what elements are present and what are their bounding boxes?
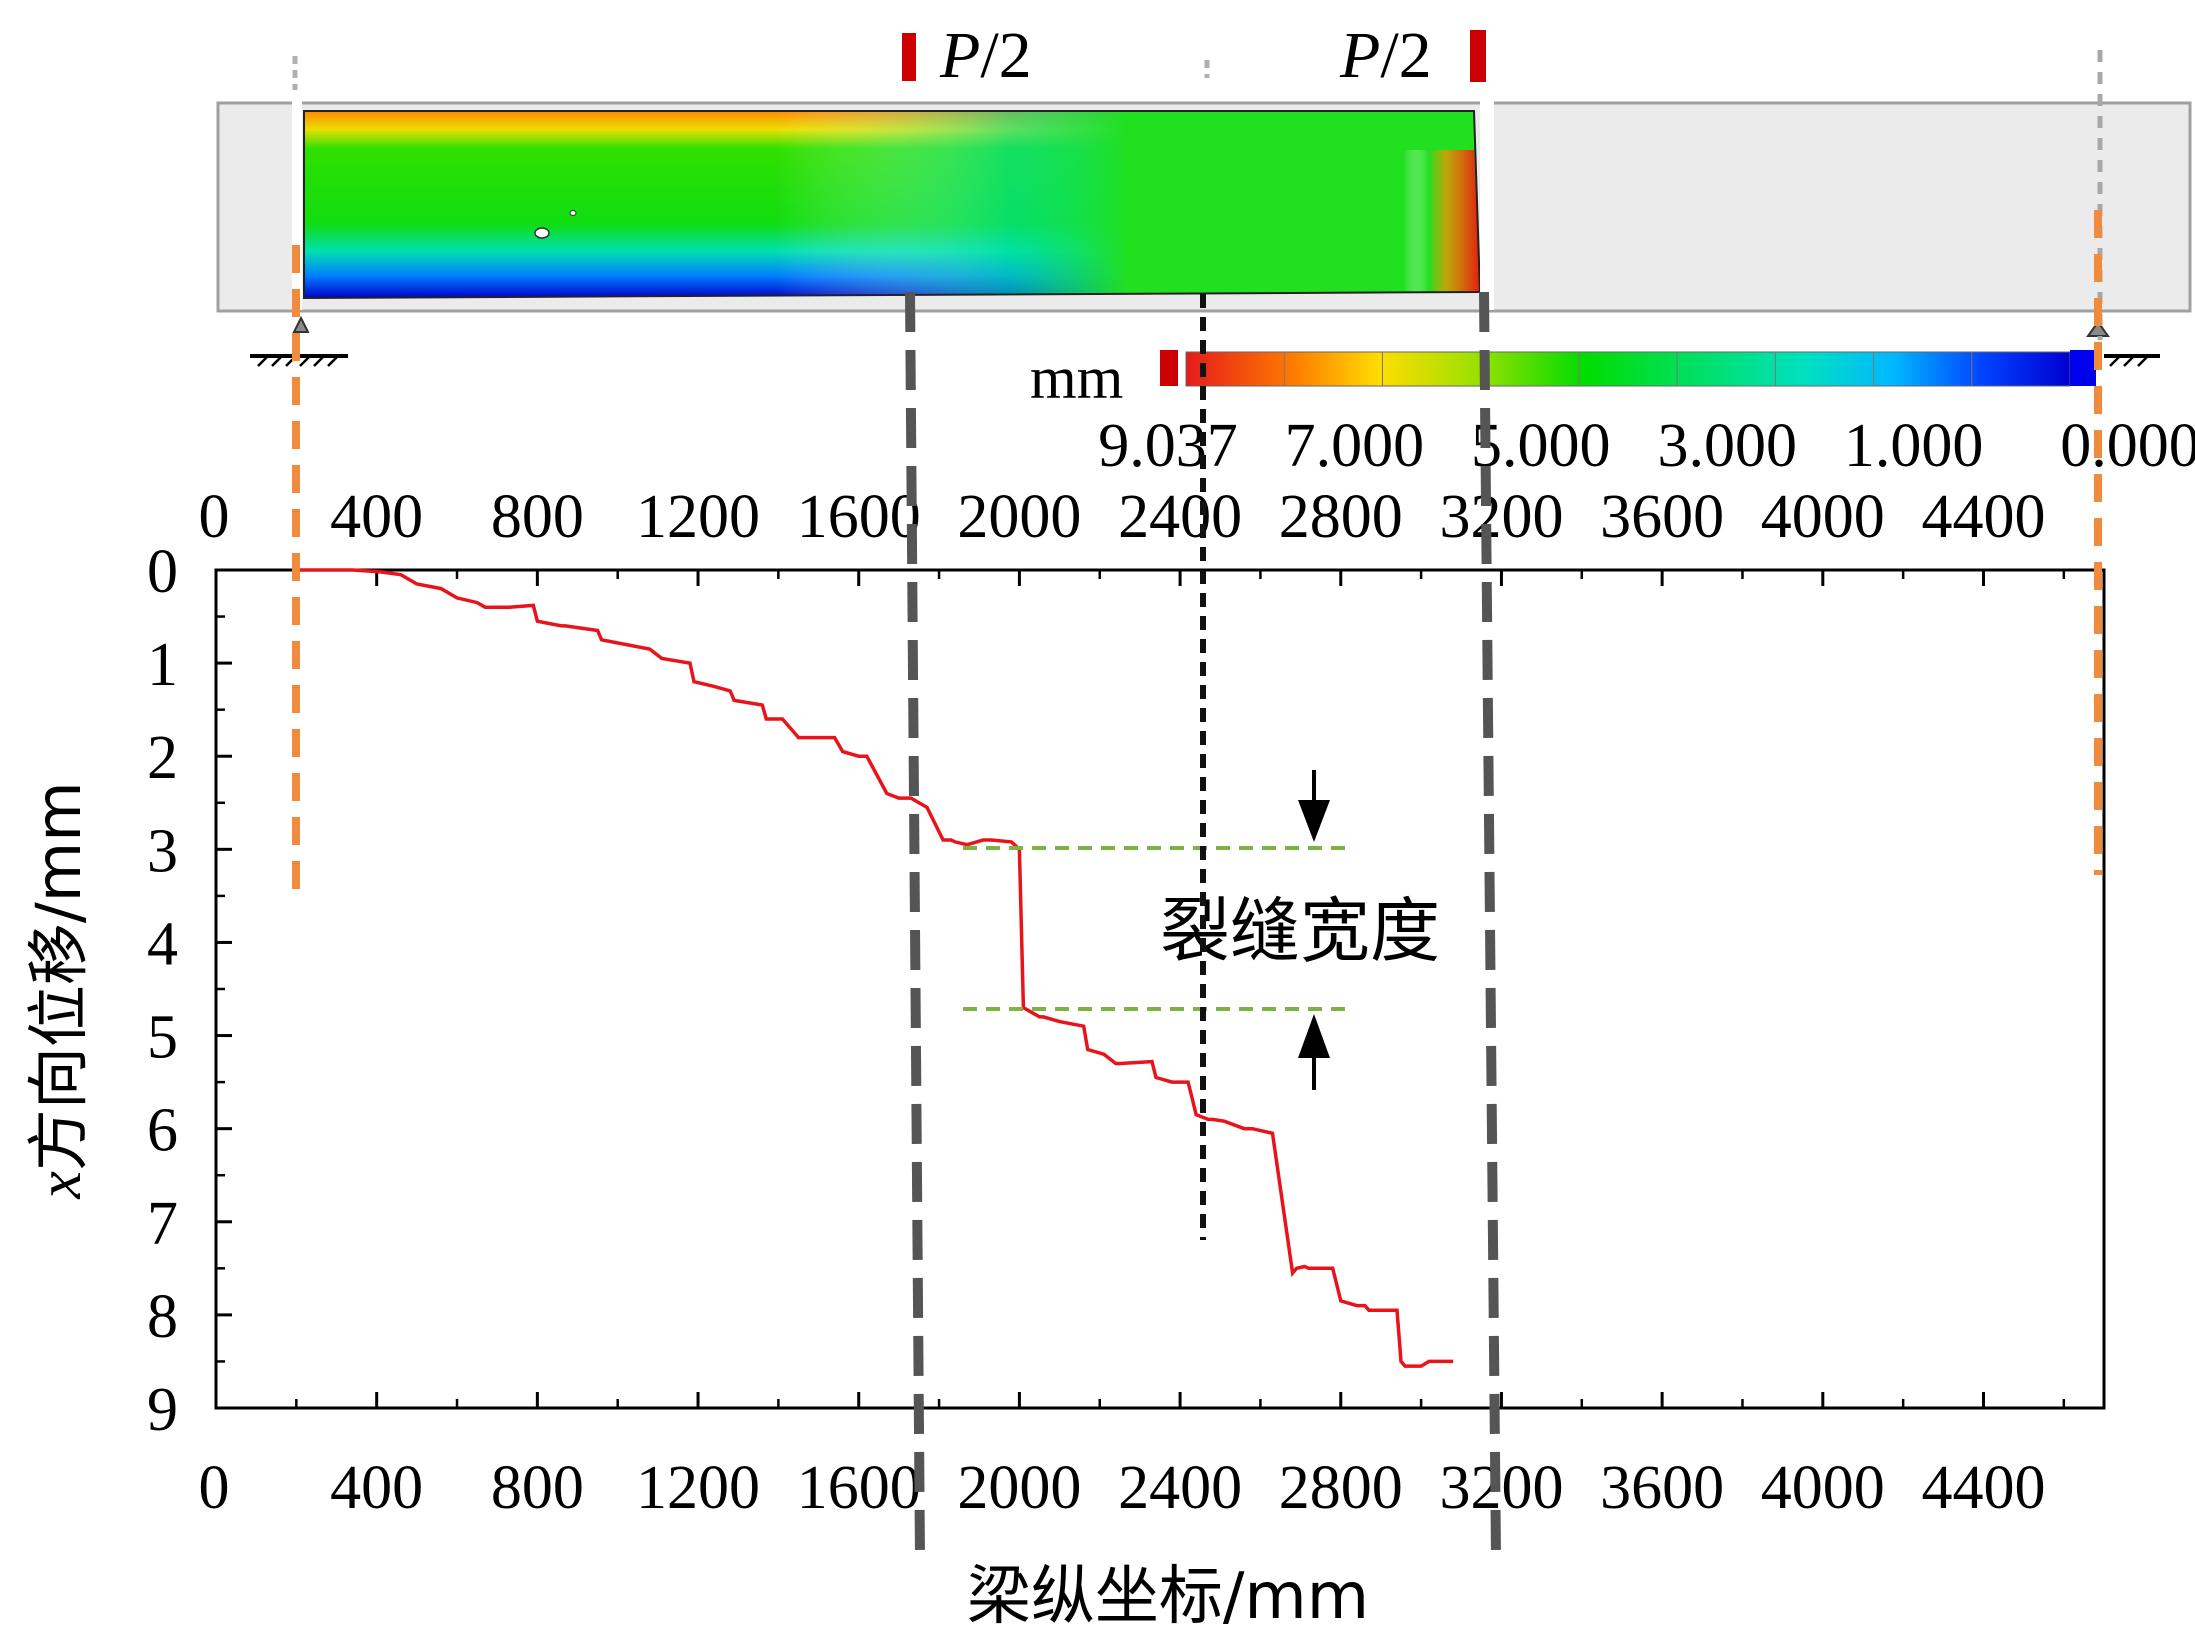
colorbar-gradient [1185,351,2071,387]
x-axis-label: 梁纵坐标/mm [967,1560,1369,1634]
x-tick-label: 1200 [636,1454,760,1522]
colorbar-label: 7.000 [1285,412,1425,480]
plot-frame [214,568,2106,1410]
y-tick-label: 1 [147,631,178,699]
beam-displacement-field-right [1310,150,1480,292]
x-tick-label-top: 1600 [797,483,921,551]
x-tick-label-top: 0 [199,483,230,551]
colorbar-label: 0.000 [2060,412,2195,480]
y-axis-label-text: 方向位移/mm [22,781,95,1171]
beam-gap-right [1480,100,1494,310]
y-tick-label: 7 [147,1190,178,1258]
x-tick-labels-bottom: 0 400 800 1200 1600 2000 2400 2800 3200 3600 4000 4… [199,1454,2046,1522]
x-tick-labels-top: 0 400 800 1200 1600 2000 2400 2800 3200 3600 4000 4… [199,483,2046,551]
x-tick-label-top: 4000 [1761,483,1885,551]
right-load-guide [1479,291,1501,1559]
y-tick-label: 2 [147,724,178,792]
x-tick-label: 2000 [957,1454,1081,1522]
beam-void-mark [569,210,577,216]
load-label-right: P/2 [1339,19,1432,92]
beam-contour-picture: P/2 P/2 [216,19,2192,367]
y-tick-label: 9 [147,1376,178,1444]
y-tick-label: 6 [147,1097,178,1165]
load-label-fraction: /2 [1380,19,1431,92]
x-tick-label: 1600 [797,1454,921,1522]
colorbar-unit: mm [1030,345,1123,411]
colorbar-label: 5.000 [1471,412,1611,480]
load-label-left: P/2 [939,19,1032,92]
x-tick-label-top: 800 [491,483,584,551]
colorbar-label: 1.000 [1844,412,1984,480]
y-tick-label: 8 [147,1283,178,1351]
x-tick-label-top: 4400 [1921,483,2045,551]
x-tick-label: 3600 [1600,1454,1724,1522]
colorbar-label: 9.037 [1098,412,1238,480]
y-tick-label: 4 [147,910,178,978]
crack-width-label: 裂缝宽度 [1160,890,1440,972]
colorbar: mm 9.037 7.000 5.000 3.000 1.000 0.000 [1030,345,2195,480]
x-tick-label-top: 1200 [636,483,760,551]
series-line [296,568,1454,1368]
x-tick-label-top: 3600 [1600,483,1724,551]
y-tick-label: 0 [147,538,178,606]
x-tick-label: 800 [491,1454,584,1522]
beam-displacement-field-bottom [304,111,1480,298]
y-axis-label-variable: x [26,1171,94,1200]
x-tick-label: 2400 [1118,1454,1242,1522]
x-tick-label-top: 2800 [1279,483,1403,551]
colorbar-labels: 9.037 7.000 5.000 3.000 1.000 0.000 [1098,412,2195,480]
left-load-guide [905,291,925,1559]
colorbar-dividers [1283,352,1973,386]
x-tick-label-top: 400 [330,483,423,551]
x-tick-label: 3200 [1439,1454,1563,1522]
x-tick-label: 2800 [1279,1454,1403,1522]
y-tick-labels: 0 1 2 3 4 5 6 7 8 9 [147,538,178,1444]
load-marker-left [902,33,916,81]
arrow-up-icon [1298,1014,1330,1090]
load-label-symbol: P [939,19,980,92]
beam-gap-left [292,100,302,310]
x-tick-label: 400 [330,1454,423,1522]
x-tick-label: 0 [199,1454,230,1522]
colorbar-max-cap [1160,350,1178,386]
arrow-down-icon [1298,770,1330,842]
x-tick-label-top: 2000 [957,483,1081,551]
plot-area: 0 400 800 1200 1600 2000 2400 2800 3200 3600 4000 4… [147,210,2106,1559]
svg-text:x方向位移/mm: x方向位移/mm [22,781,95,1199]
x-tick-label: 4400 [1921,1454,2045,1522]
load-marker-right [1470,30,1486,82]
colorbar-min-cap [2070,350,2096,386]
y-axis-label: x方向位移/mm [22,781,95,1199]
axis-ticks [214,568,2066,1410]
y-tick-label: 3 [147,817,178,885]
load-label-symbol: P [1339,19,1380,92]
colorbar-label: 3.000 [1657,412,1797,480]
x-tick-label: 4000 [1761,1454,1885,1522]
x-tick-label-top: 2400 [1118,483,1242,551]
load-label-fraction: /2 [980,19,1031,92]
x-tick-label-top: 3200 [1439,483,1563,551]
y-tick-label: 5 [147,1004,178,1072]
right-support-icon [2086,320,2160,367]
beam-void-mark [534,227,550,239]
